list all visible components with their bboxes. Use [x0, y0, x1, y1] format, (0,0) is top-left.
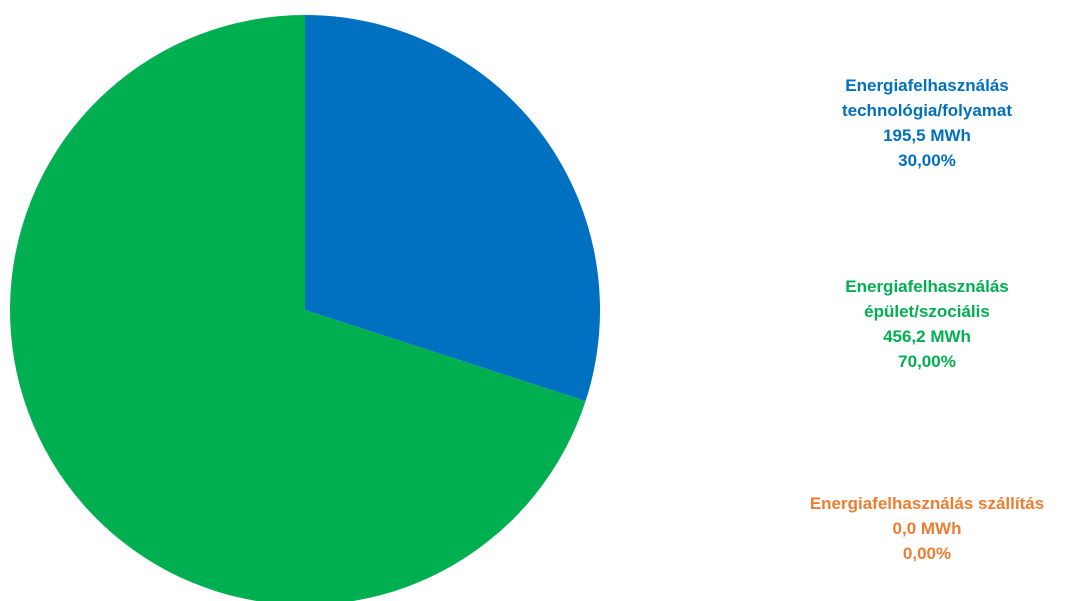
pie-slice-epulet	[10, 15, 586, 601]
slice-label-name-line: Energiafelhasználás	[845, 277, 1009, 296]
slice-label-technologia: Energiafelhasználás technológia/folyamat…	[777, 73, 1072, 173]
slice-label-percent: 0,00%	[902, 544, 952, 563]
slice-label-name-line: Energiafelhasználás	[845, 76, 1009, 95]
slice-label-name-line: technológia/folyamat	[841, 101, 1013, 120]
slice-label-percent: 30,00%	[898, 151, 956, 170]
slice-label-name-line: épület/szociális	[864, 302, 990, 321]
slice-label-name-line: Energiafelhasználás szállítás	[809, 494, 1045, 513]
slice-label-value: 456,2 MWh	[883, 327, 971, 346]
slice-label-epulet: Energiafelhasználás épület/szociális 456…	[777, 274, 1072, 374]
slice-label-szallitas: Energiafelhasználás szállítás 0,0 MWh 0,…	[777, 491, 1072, 566]
pie-slices	[10, 15, 600, 601]
slice-label-value: 195,5 MWh	[883, 126, 971, 145]
slice-label-value: 0,0 MWh	[892, 519, 962, 538]
pie-slice-technologia	[305, 15, 600, 402]
slice-label-percent: 70,00%	[898, 352, 956, 371]
